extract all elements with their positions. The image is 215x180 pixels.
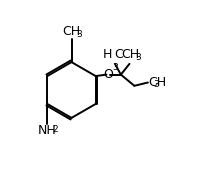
Text: 3: 3 [113, 63, 118, 72]
Text: 2: 2 [52, 125, 58, 134]
Text: H: H [103, 48, 113, 62]
Text: 3: 3 [154, 80, 159, 89]
Text: CH: CH [149, 76, 167, 89]
Text: CH: CH [121, 48, 140, 62]
Text: 3: 3 [135, 53, 141, 62]
Text: NH: NH [38, 125, 57, 138]
Text: O: O [103, 68, 113, 81]
Text: CH: CH [62, 25, 81, 38]
Text: 3: 3 [77, 30, 82, 39]
Text: C: C [115, 48, 123, 62]
